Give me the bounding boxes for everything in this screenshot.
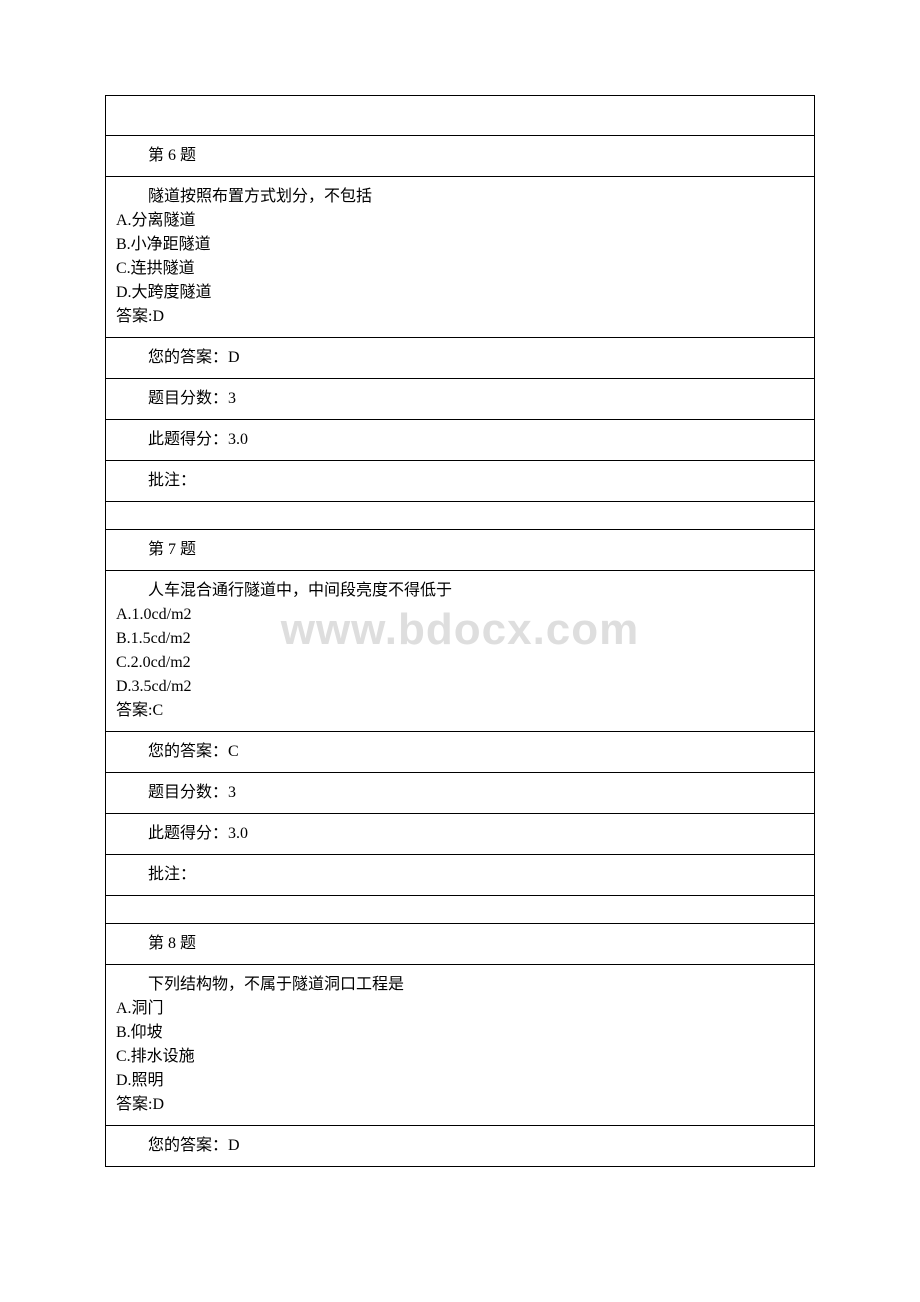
question-prompt: 人车混合通行隧道中，中间段亮度不得低于: [116, 579, 804, 603]
option-d: D.大跨度隧道: [116, 281, 804, 305]
option-a: A.分离隧道: [116, 209, 804, 233]
question-prompt: 隧道按照布置方式划分，不包括: [116, 185, 804, 209]
your-answer: 您的答案：C: [106, 732, 815, 773]
table-row: 您的答案：D: [106, 1126, 815, 1167]
correct-answer: 答案:C: [116, 699, 804, 723]
correct-answer: 答案:D: [116, 1093, 804, 1117]
table-row: 第 6 题: [106, 136, 815, 177]
question-prompt: 下列结构物，不属于隧道洞口工程是: [116, 973, 804, 997]
question-score: 题目分数：3: [106, 773, 815, 814]
question-number: 第 7 题: [106, 530, 815, 571]
table-row: 此题得分：3.0: [106, 814, 815, 855]
your-answer: 您的答案：D: [106, 1126, 815, 1167]
question-body: 人车混合通行隧道中，中间段亮度不得低于 A.1.0cd/m2 B.1.5cd/m…: [106, 571, 815, 732]
spacer-cell: [106, 896, 815, 924]
option-b: B.仰坡: [116, 1021, 804, 1045]
table-row: [106, 96, 815, 136]
table-row: 下列结构物，不属于隧道洞口工程是 A.洞门 B.仰坡 C.排水设施 D.照明 答…: [106, 965, 815, 1126]
option-d: D.3.5cd/m2: [116, 675, 804, 699]
table-row: 您的答案：C: [106, 732, 815, 773]
table-row: 您的答案：D: [106, 338, 815, 379]
page-container: 第 6 题 隧道按照布置方式划分，不包括 A.分离隧道 B.小净距隧道 C.连拱…: [0, 0, 920, 1217]
table-row: 第 8 题: [106, 924, 815, 965]
table-row: 批注：: [106, 461, 815, 502]
option-c: C.2.0cd/m2: [116, 651, 804, 675]
option-c: C.排水设施: [116, 1045, 804, 1069]
table-row: 此题得分：3.0: [106, 420, 815, 461]
option-c: C.连拱隧道: [116, 257, 804, 281]
table-row: 批注：: [106, 855, 815, 896]
table-row: 题目分数：3: [106, 379, 815, 420]
table-row: 人车混合通行隧道中，中间段亮度不得低于 A.1.0cd/m2 B.1.5cd/m…: [106, 571, 815, 732]
got-score: 此题得分：3.0: [106, 814, 815, 855]
correct-answer: 答案:D: [116, 305, 804, 329]
table-row: 第 7 题: [106, 530, 815, 571]
empty-cell: [106, 96, 815, 136]
option-b: B.小净距隧道: [116, 233, 804, 257]
table-row: [106, 502, 815, 530]
question-body: 隧道按照布置方式划分，不包括 A.分离隧道 B.小净距隧道 C.连拱隧道 D.大…: [106, 177, 815, 338]
quiz-table: 第 6 题 隧道按照布置方式划分，不包括 A.分离隧道 B.小净距隧道 C.连拱…: [105, 95, 815, 1167]
question-body: 下列结构物，不属于隧道洞口工程是 A.洞门 B.仰坡 C.排水设施 D.照明 答…: [106, 965, 815, 1126]
option-a: A.1.0cd/m2: [116, 603, 804, 627]
question-score: 题目分数：3: [106, 379, 815, 420]
spacer-cell: [106, 502, 815, 530]
option-b: B.1.5cd/m2: [116, 627, 804, 651]
question-number: 第 8 题: [106, 924, 815, 965]
got-score: 此题得分：3.0: [106, 420, 815, 461]
comment: 批注：: [106, 855, 815, 896]
your-answer: 您的答案：D: [106, 338, 815, 379]
table-row: 题目分数：3: [106, 773, 815, 814]
question-number: 第 6 题: [106, 136, 815, 177]
comment: 批注：: [106, 461, 815, 502]
option-a: A.洞门: [116, 997, 804, 1021]
option-d: D.照明: [116, 1069, 804, 1093]
table-row: [106, 896, 815, 924]
table-row: 隧道按照布置方式划分，不包括 A.分离隧道 B.小净距隧道 C.连拱隧道 D.大…: [106, 177, 815, 338]
